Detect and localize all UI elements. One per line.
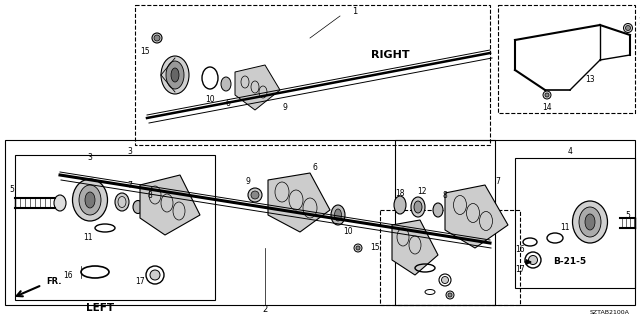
Text: 15: 15 [370, 244, 380, 252]
Text: 6: 6 [312, 164, 317, 172]
Text: 14: 14 [638, 18, 640, 27]
Text: 17: 17 [515, 266, 525, 275]
Text: 16: 16 [515, 245, 525, 254]
Ellipse shape [442, 276, 449, 284]
Text: B-21-5: B-21-5 [554, 258, 587, 267]
Ellipse shape [585, 214, 595, 230]
Ellipse shape [356, 246, 360, 250]
Ellipse shape [411, 197, 425, 217]
Text: 7: 7 [495, 178, 500, 187]
Ellipse shape [448, 293, 452, 297]
Ellipse shape [545, 93, 549, 97]
Ellipse shape [573, 201, 607, 243]
Ellipse shape [529, 255, 538, 265]
Ellipse shape [79, 185, 101, 215]
Ellipse shape [543, 91, 551, 99]
Text: 18: 18 [396, 188, 404, 197]
Text: 10: 10 [205, 95, 215, 105]
Text: 8: 8 [148, 190, 152, 199]
Text: 13: 13 [585, 76, 595, 84]
Text: 11: 11 [83, 234, 93, 243]
Bar [15, 155, 215, 300]
Ellipse shape [331, 205, 345, 225]
Ellipse shape [248, 188, 262, 202]
Bar [5, 140, 495, 305]
Ellipse shape [625, 26, 630, 30]
Text: 12: 12 [417, 188, 427, 196]
Text: RIGHT: RIGHT [371, 50, 410, 60]
Ellipse shape [354, 244, 362, 252]
Text: 11: 11 [560, 223, 570, 233]
Ellipse shape [85, 192, 95, 208]
Text: 8: 8 [443, 191, 447, 201]
Text: 3: 3 [127, 148, 132, 156]
Text: 3: 3 [88, 153, 92, 162]
Text: 7: 7 [127, 180, 132, 189]
Text: LEFT: LEFT [86, 303, 114, 313]
Text: 1: 1 [353, 7, 358, 17]
Bar [81, 266, 97, 278]
Text: 9: 9 [283, 103, 287, 113]
Text: 5: 5 [10, 186, 15, 195]
Polygon shape [268, 173, 330, 232]
Text: 17: 17 [135, 277, 145, 286]
Ellipse shape [115, 193, 129, 211]
Bar [380, 210, 520, 305]
Text: 5: 5 [625, 211, 630, 220]
Bar [135, 5, 490, 145]
Text: 15: 15 [140, 47, 150, 57]
Ellipse shape [433, 203, 443, 217]
Ellipse shape [579, 207, 601, 237]
Polygon shape [140, 175, 200, 235]
Ellipse shape [161, 56, 189, 94]
Text: 16: 16 [63, 270, 73, 279]
Bar [515, 158, 635, 288]
Ellipse shape [133, 201, 143, 213]
Ellipse shape [394, 196, 406, 214]
Polygon shape [445, 185, 508, 248]
Bar [202, 70, 212, 73]
Text: SZTAB2100A: SZTAB2100A [590, 310, 630, 315]
Text: 9: 9 [246, 178, 250, 187]
Ellipse shape [171, 68, 179, 82]
Text: 4: 4 [568, 148, 572, 156]
Ellipse shape [414, 201, 422, 213]
Ellipse shape [251, 191, 259, 199]
Text: 14: 14 [542, 103, 552, 113]
Ellipse shape [166, 61, 184, 89]
Ellipse shape [152, 33, 162, 43]
Bar [395, 140, 635, 305]
Bar [498, 5, 635, 113]
Text: 6: 6 [225, 99, 230, 108]
Ellipse shape [335, 209, 342, 221]
Ellipse shape [221, 77, 231, 91]
Text: 2: 2 [262, 306, 268, 315]
Ellipse shape [623, 23, 632, 33]
Text: FR.: FR. [46, 276, 61, 285]
Polygon shape [235, 65, 280, 110]
Ellipse shape [72, 179, 108, 221]
Ellipse shape [446, 291, 454, 299]
Ellipse shape [150, 270, 160, 280]
Polygon shape [392, 220, 438, 275]
Ellipse shape [54, 195, 66, 211]
Text: 10: 10 [343, 228, 353, 236]
Ellipse shape [154, 35, 160, 41]
